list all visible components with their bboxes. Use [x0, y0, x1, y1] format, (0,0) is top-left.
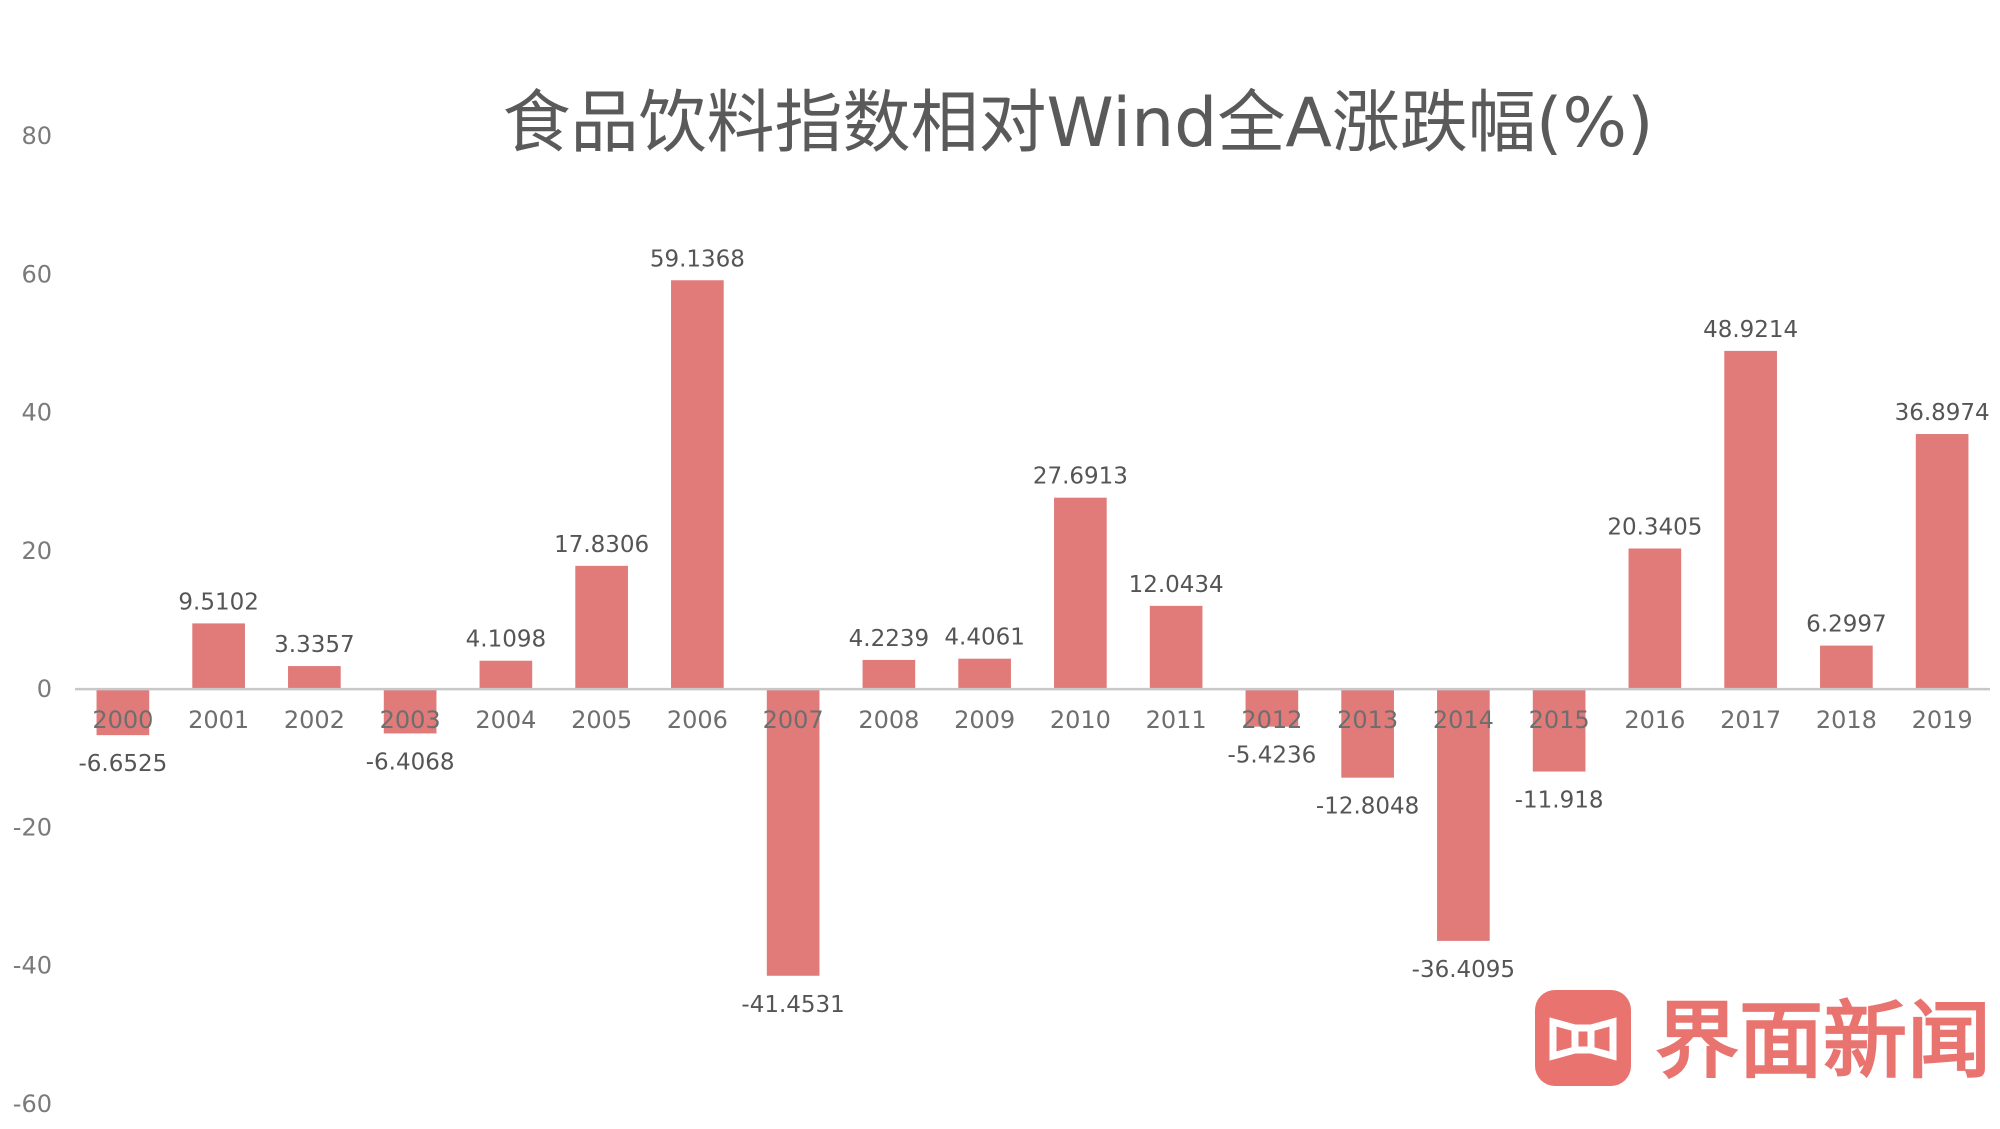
x-tick-label: 2000	[92, 706, 153, 734]
x-tick-label: 2011	[1146, 706, 1207, 734]
data-label: 6.2997	[1806, 612, 1886, 638]
data-label: 27.6913	[1033, 464, 1128, 490]
bar-2014	[1437, 689, 1490, 941]
data-label: -41.4531	[741, 992, 844, 1018]
x-tick-label: 2012	[1241, 706, 1302, 734]
y-tick-label: 80	[21, 122, 52, 150]
bar-2005	[575, 565, 628, 690]
data-label: 12.0434	[1129, 572, 1224, 598]
bar-2003	[383, 689, 437, 734]
x-tick-label: 2009	[954, 706, 1015, 734]
y-tick-label: -20	[13, 813, 52, 841]
x-tick-label: 2001	[188, 706, 249, 734]
bar-2011	[1149, 605, 1203, 690]
data-label: -6.4068	[366, 749, 455, 775]
watermark-text: 界面新闻	[1655, 992, 1991, 1090]
data-label: 36.8974	[1895, 400, 1990, 426]
bar-2008	[862, 659, 916, 690]
x-tick-label: 2016	[1624, 706, 1685, 734]
x-tick-label: 2019	[1912, 706, 1973, 734]
bar-2012	[1245, 689, 1299, 727]
bar-2004	[479, 660, 533, 690]
x-tick-label: 2015	[1529, 706, 1590, 734]
y-axis: 80 60 40 20 0 -20 -40 -60	[13, 122, 52, 1118]
x-tick-label: 2013	[1337, 706, 1398, 734]
x-tick-label: 2005	[571, 706, 632, 734]
data-label: -11.918	[1515, 788, 1604, 814]
bars-group	[96, 280, 1969, 976]
x-tick-label: 2008	[858, 706, 919, 734]
bar-2009	[958, 658, 1011, 690]
jiemian-watermark: 界面新闻	[1535, 990, 1991, 1090]
x-tick-label: 2007	[763, 706, 824, 734]
y-tick-label: 20	[21, 537, 52, 565]
bar-2001	[192, 623, 245, 690]
watermark-logo-glyph	[1549, 1017, 1617, 1061]
bar-2018	[1820, 645, 1873, 690]
x-tick-label: 2014	[1433, 706, 1494, 734]
y-tick-label: -40	[13, 952, 52, 980]
x-tick-label: 2002	[284, 706, 345, 734]
data-label: -5.4236	[1227, 743, 1316, 769]
x-tick-label: 2017	[1720, 706, 1781, 734]
data-label: 9.5102	[178, 589, 258, 615]
bar-2016	[1628, 548, 1682, 690]
data-labels-group: -6.6525 9.5102 3.3357 -6.4068 4.1098 17.8306 5…	[78, 246, 1989, 1018]
data-label: 4.4061	[944, 625, 1024, 651]
data-label: -12.8048	[1316, 794, 1419, 820]
bar-2015	[1532, 689, 1586, 772]
bar-2010	[1054, 497, 1107, 690]
bar-2002	[288, 666, 341, 690]
y-tick-label: -60	[13, 1090, 52, 1118]
x-axis: 2000 2001 2002 2003 2004 2005 2006 2007 2008 2009…	[92, 706, 1972, 734]
data-label: -36.4095	[1412, 957, 1515, 983]
x-tick-label: 2018	[1816, 706, 1877, 734]
x-tick-label: 2004	[475, 706, 536, 734]
data-label: 17.8306	[554, 532, 649, 558]
bar-2000	[96, 689, 150, 736]
data-label: 20.3405	[1607, 515, 1702, 541]
x-tick-label: 2010	[1050, 706, 1111, 734]
data-label: 59.1368	[650, 246, 745, 272]
data-label: -6.6525	[78, 751, 167, 777]
data-label: 48.9214	[1703, 317, 1798, 343]
data-label: 3.3357	[274, 632, 354, 658]
y-tick-label: 0	[37, 675, 52, 703]
data-label: 4.1098	[466, 627, 546, 653]
bar-2013	[1341, 689, 1394, 778]
bar-2019	[1915, 434, 1969, 690]
chart-title: 食品饮料指数相对Wind全A涨跌幅(%)	[502, 84, 1653, 163]
y-tick-label: 60	[21, 260, 52, 288]
bar-2006	[671, 280, 724, 690]
watermark-logo-icon	[1535, 990, 1631, 1086]
x-tick-label: 2003	[380, 706, 441, 734]
bar-2017	[1724, 350, 1777, 690]
y-tick-label: 40	[21, 399, 52, 427]
data-label: 4.2239	[849, 626, 929, 652]
x-tick-label: 2006	[667, 706, 728, 734]
bar-2007	[766, 689, 820, 976]
